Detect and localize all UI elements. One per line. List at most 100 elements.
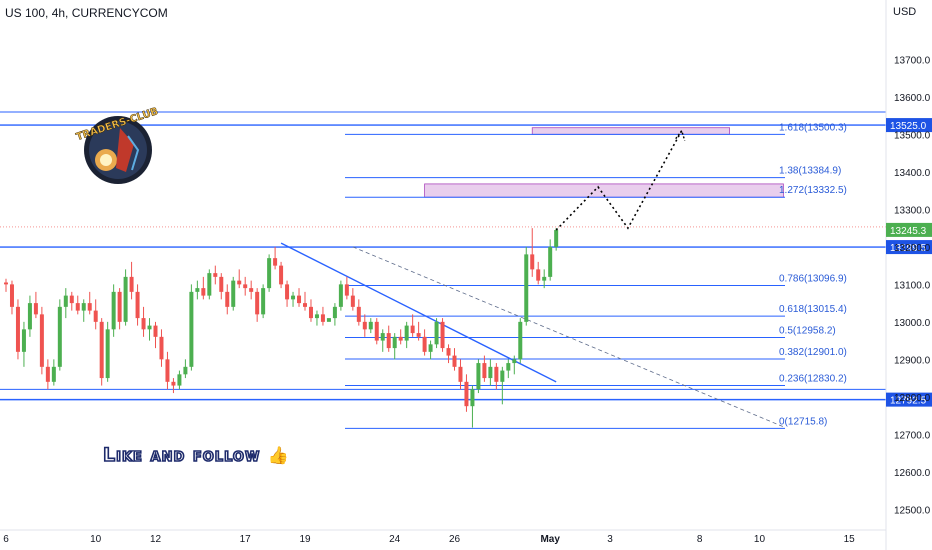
candle-body-85 [512, 359, 517, 364]
candle-body-6 [39, 314, 44, 367]
candle-body-58 [350, 295, 355, 307]
candle-body-38 [231, 280, 236, 307]
candle-body-46 [279, 265, 284, 285]
candle-body-67 [404, 325, 409, 341]
candle-body-3 [21, 329, 26, 352]
price-badge-1 [886, 118, 932, 133]
candle-body-49 [297, 295, 302, 304]
target-zone-0 [531, 127, 730, 135]
candle-body-92 [554, 230, 559, 247]
candle-body-29 [177, 374, 182, 386]
candle-body-20 [123, 276, 128, 322]
candle-body-8 [51, 366, 56, 382]
x-tick-label-1: 10 [90, 534, 102, 545]
currency-label: USD [893, 6, 917, 18]
candle-body-0 [4, 282, 8, 285]
x-tick-label-6: 26 [449, 534, 461, 545]
x-tick-label-3: 17 [240, 534, 252, 545]
candle-body-32 [195, 288, 200, 292]
candle-body-64 [386, 333, 391, 349]
candle-body-44 [267, 258, 272, 289]
candle-body-60 [362, 321, 367, 330]
candle-body-57 [344, 284, 349, 296]
traders-club-logo: TRADERS-CLUB [75, 106, 160, 184]
candle-body-73 [440, 321, 445, 349]
candle-body-81 [488, 366, 493, 379]
candle-body-18 [111, 291, 116, 330]
y-tick-label-6: 13100.0 [894, 280, 931, 291]
y-tick-label-1: 12600.0 [894, 468, 931, 479]
price-badge-label-2: 13199.5 [890, 243, 927, 254]
price-axis[interactable]: 13525.0 13199.5 12792.5 13245.3 12500.0 12600… [885, 0, 932, 550]
candle-body-90 [542, 276, 547, 281]
y-tick-label-12: 13700.0 [894, 55, 931, 66]
candle-body-50 [303, 303, 307, 307]
candle-body-86 [518, 321, 523, 360]
x-tick-label-7: May [540, 534, 560, 545]
candle-body-84 [506, 363, 511, 371]
support-resistance-lines [0, 111, 886, 401]
candle-body-28 [171, 381, 176, 386]
chart-title: US 100, 4h, CURRENCYCOM [5, 6, 168, 20]
projection-line [555, 130, 683, 231]
candle-body-27 [165, 359, 170, 382]
candle-body-82 [494, 366, 499, 382]
trendlines [280, 242, 784, 428]
candle-body-69 [416, 333, 421, 337]
candle-body-13 [81, 303, 86, 311]
fib-label-8: 0(12715.8) [779, 416, 827, 427]
trendline-0 [280, 242, 557, 383]
candle-body-65 [392, 336, 397, 349]
x-tick-label-9: 8 [697, 534, 703, 545]
candle-body-40 [243, 284, 248, 289]
x-tick-label-11: 15 [844, 534, 856, 545]
candle-body-41 [249, 288, 254, 292]
price-badge-label-4: 12792.5 [890, 396, 927, 407]
candle-body-68 [410, 325, 415, 334]
candle-body-78 [470, 389, 475, 407]
candle-body-76 [458, 366, 463, 382]
candle-body-1 [9, 284, 14, 307]
candle-body-10 [63, 295, 68, 307]
candle-body-25 [153, 325, 158, 337]
candle-body-35 [213, 273, 218, 277]
time-axis[interactable]: 6 10 12 17 19 24 26 May 3 8 10 15 [0, 529, 886, 545]
candle-body-70 [422, 336, 427, 352]
candle-body-15 [93, 310, 98, 322]
candle-body-11 [69, 295, 74, 304]
fib-label-6: 0.382(12901.0) [779, 347, 847, 358]
candle-body-22 [135, 291, 140, 319]
fib-label-2: 1.272(13332.5) [779, 185, 847, 196]
y-tick-label-7: 13200.0 [894, 243, 931, 254]
candle-body-17 [105, 329, 110, 379]
candles [4, 228, 559, 428]
thumbs-up-icon: 👍 [267, 446, 291, 466]
candle-body-51 [308, 306, 313, 319]
last-price-badge [886, 222, 932, 237]
projection-path [555, 129, 686, 231]
candle-body-91 [548, 246, 553, 277]
candle-body-21 [129, 276, 134, 292]
candle-body-56 [338, 284, 343, 307]
candle-body-9 [57, 306, 62, 367]
fib-label-3: 0.786(13096.9) [779, 274, 847, 285]
price-badge-2 [886, 240, 932, 255]
candle-body-37 [225, 291, 230, 307]
y-tick-label-5: 13000.0 [894, 318, 931, 329]
projection-arrowhead [675, 129, 686, 141]
y-tick-label-10: 13500.0 [894, 130, 931, 141]
candle-body-4 [27, 303, 32, 330]
candle-body-24 [147, 325, 152, 330]
candle-body-2 [15, 306, 20, 352]
candle-body-16 [99, 321, 104, 379]
candle-body-48 [291, 295, 296, 300]
candle-body-14 [87, 303, 92, 311]
trendline-1 [352, 246, 784, 428]
y-tick-label-3: 12800.0 [894, 393, 931, 404]
candle-body-77 [464, 381, 469, 407]
candle-body-12 [75, 303, 80, 311]
fib-label-4: 0.618(13015.4) [779, 304, 847, 315]
x-tick-label-10: 10 [754, 534, 766, 545]
candle-body-55 [332, 306, 337, 319]
